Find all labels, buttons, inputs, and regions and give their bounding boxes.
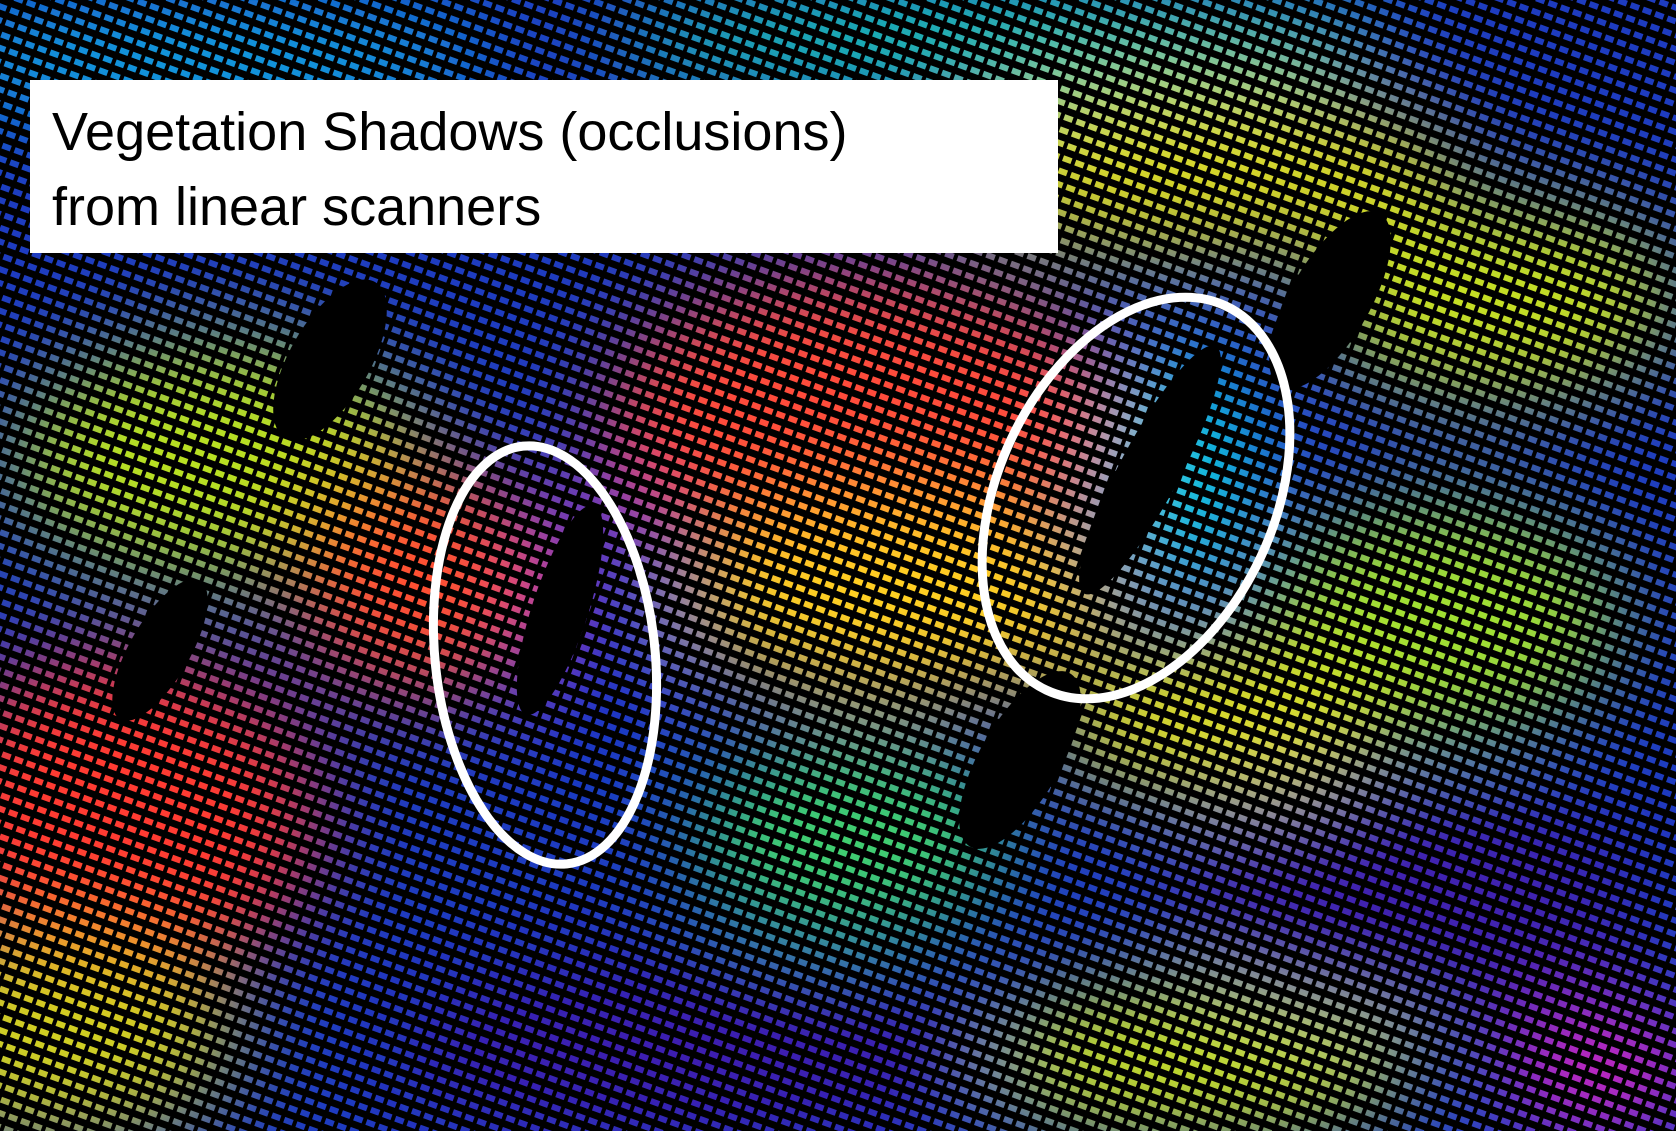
caption-line: Vegetation Shadows (occlusions) — [52, 102, 847, 162]
lidar-scene: Vegetation Shadows (occlusions) from lin… — [0, 0, 1676, 1131]
page: {"caption": {"lines": ["Vegetation Shado… — [0, 0, 1676, 1131]
caption-line: from linear scanners — [52, 177, 541, 237]
